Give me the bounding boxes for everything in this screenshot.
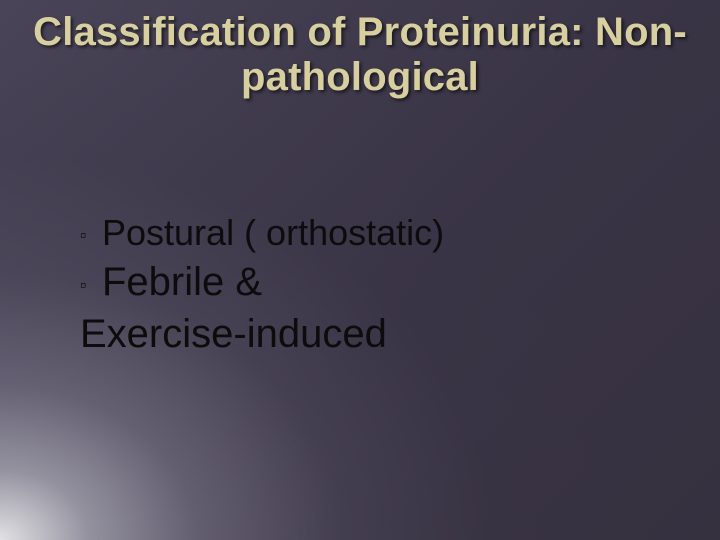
- list-item: ▫ Postural ( orthostatic): [80, 210, 444, 255]
- list-item: ▫ Febrile &: [80, 257, 444, 307]
- slide-body: ▫ Postural ( orthostatic) ▫ Febrile & Ex…: [80, 210, 444, 359]
- bullet-icon: ▫: [80, 225, 102, 246]
- slide: Classification of Proteinuria: Non- path…: [0, 0, 720, 540]
- title-line-1: Classification of Proteinuria: Non-: [33, 10, 687, 54]
- bullet-text-2: Febrile &: [102, 257, 262, 307]
- bullet-icon: ▫: [80, 275, 102, 296]
- title-line-2: pathological: [241, 55, 479, 99]
- continuation-text: Exercise-induced: [80, 309, 444, 359]
- slide-title: Classification of Proteinuria: Non- path…: [0, 10, 720, 100]
- bullet-text-1: Postural ( orthostatic): [102, 210, 444, 255]
